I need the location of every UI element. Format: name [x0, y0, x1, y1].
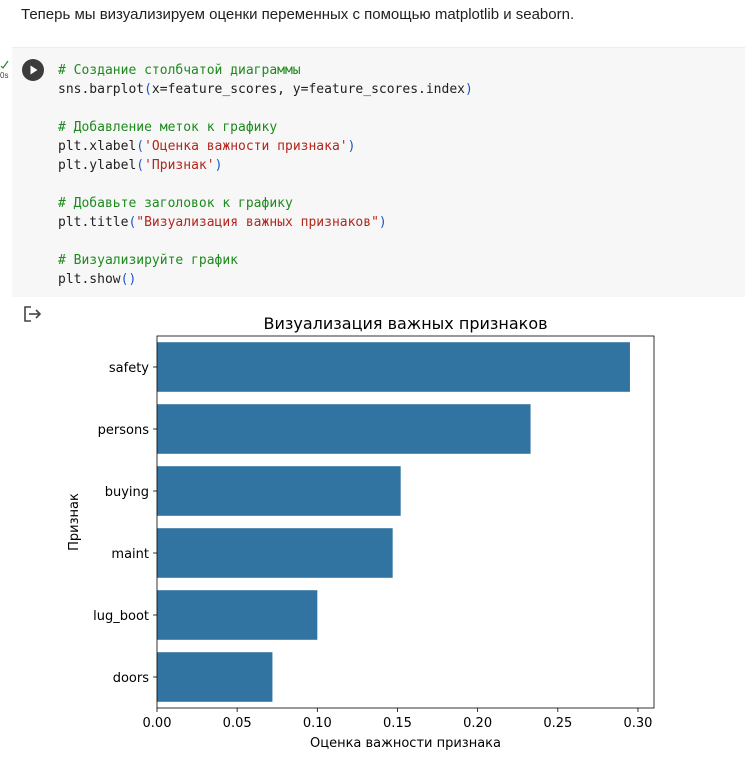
x-tick-label: 0.20: [463, 716, 492, 731]
code-comment: # Визуализируйте график: [58, 253, 239, 268]
markdown-text: Теперь мы визуализируем оценки переменны…: [21, 6, 575, 23]
code-line: # Добавьте заголовок к графику: [58, 194, 473, 213]
code-token: plt.xlabel: [58, 139, 137, 154]
bar-chart: Визуализация важных признаков safety perso…: [67, 314, 655, 751]
x-tick-label: 0.25: [543, 716, 572, 731]
exec-time: 0s: [0, 71, 9, 80]
code-line: plt.show(): [58, 270, 473, 289]
code-token: sns.barplot: [58, 82, 145, 97]
y-tick-label: persons: [98, 423, 150, 438]
x-axis-label: Оценка важности признака: [310, 736, 501, 751]
code-token: ): [214, 158, 223, 173]
bar-maint: [157, 528, 393, 578]
y-axis-label: Признак: [67, 493, 82, 551]
code-token: x=feature_scores, y=feature_scores.index: [151, 82, 465, 97]
bar-doors: [157, 652, 273, 702]
code-token: plt.show: [58, 272, 121, 287]
code-editor[interactable]: # Создание столбчатой диаграммы sns.barpl…: [58, 61, 473, 289]
chart-title: Визуализация важных признаков: [263, 314, 547, 333]
code-line: # Добавление меток к графику: [58, 118, 473, 137]
code-token: ): [347, 139, 356, 154]
code-token: plt.title: [58, 215, 129, 230]
y-tick-label: buying: [105, 485, 149, 500]
bar-lug_boot: [157, 590, 318, 640]
code-comment: # Добавьте заголовок к графику: [58, 196, 293, 211]
code-token: ): [465, 82, 473, 97]
output-redirect-icon: [24, 306, 42, 322]
x-tick-label: 0.05: [223, 716, 252, 731]
code-line: plt.xlabel('Оценка важности признака'): [58, 137, 473, 156]
bar-buying: [157, 466, 401, 516]
x-tick-label: 0.30: [623, 716, 652, 731]
code-line: [58, 99, 473, 118]
x-tick-label: 0.10: [303, 716, 332, 731]
y-tick-label: doors: [113, 671, 150, 686]
bar-persons: [157, 404, 531, 454]
play-icon: [30, 65, 38, 75]
cell-status: 0s: [0, 60, 10, 82]
code-line: plt.ylabel('Признак'): [58, 156, 473, 175]
x-tick-label: 0.15: [383, 716, 412, 731]
code-token: ): [378, 215, 387, 230]
code-string: 'Оценка важности признака': [144, 139, 348, 154]
code-string: 'Признак': [144, 158, 215, 173]
x-tick-label: 0.00: [143, 716, 172, 731]
y-tick-label: safety: [109, 361, 149, 376]
code-string: "Визуализация важных признаков": [136, 215, 379, 230]
y-tick-label: lug_boot: [93, 609, 149, 624]
code-line: # Создание столбчатой диаграммы: [58, 61, 473, 80]
code-token: (: [136, 158, 145, 173]
run-cell-button[interactable]: [22, 59, 44, 81]
code-token: (: [136, 139, 145, 154]
output-redirect-button[interactable]: [22, 304, 44, 324]
code-cell[interactable]: # Создание столбчатой диаграммы sns.barpl…: [12, 47, 745, 297]
code-comment: # Добавление меток к графику: [58, 120, 278, 135]
code-token: (: [144, 82, 152, 97]
code-line: [58, 232, 473, 251]
bar-safety: [157, 342, 630, 392]
code-line: # Визуализируйте график: [58, 251, 473, 270]
code-token: (): [120, 272, 137, 287]
code-token: (: [128, 215, 137, 230]
plot-frame: [156, 335, 655, 709]
y-tick-label: maint: [111, 547, 149, 562]
code-line: plt.title("Визуализация важных признаков…: [58, 213, 473, 232]
code-token: plt.ylabel: [58, 158, 137, 173]
code-line: sns.barplot(x=feature_scores, y=feature_…: [58, 80, 473, 99]
check-icon: [0, 60, 9, 69]
code-comment: # Создание столбчатой диаграммы: [58, 63, 301, 78]
code-line: [58, 175, 473, 194]
